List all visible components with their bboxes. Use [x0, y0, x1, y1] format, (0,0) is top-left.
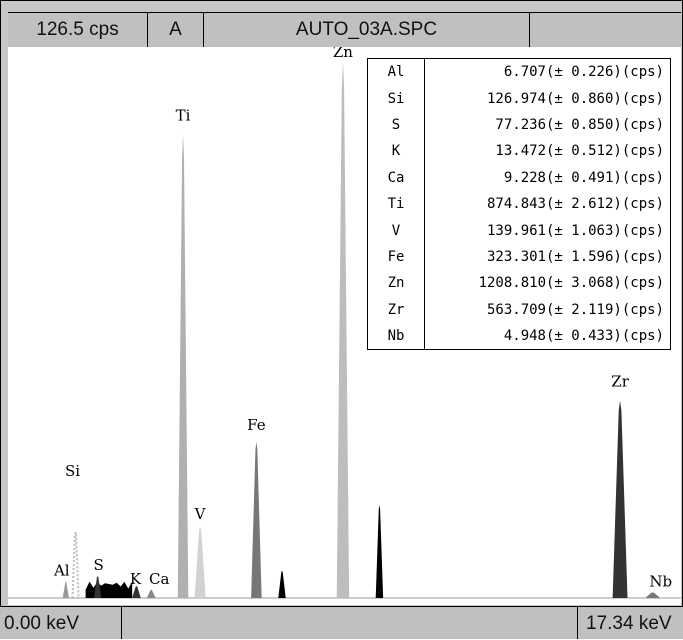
legend-intensity-value: 126.974(± 0.860)(cps)	[486, 90, 664, 107]
peak-label-ca: Ca	[149, 570, 169, 588]
peak-label-k: K	[130, 570, 142, 588]
legend-row-nb: Nb 4.948(± 0.433)(cps)	[367, 322, 671, 350]
legend-row-si: Si 126.974(± 0.860)(cps)	[367, 85, 671, 112]
legend-row-k: K 13.472(± 0.512)(cps)	[367, 138, 671, 165]
max-energy-label: 17.34 keV	[577, 606, 683, 639]
peak-unlabeled-11	[375, 504, 384, 598]
peak-s	[93, 576, 102, 598]
legend-intensity-value: 77.236(± 0.850)(cps)	[495, 116, 664, 133]
peak-al	[62, 581, 69, 598]
peak-ca	[146, 589, 156, 598]
peak-zr	[612, 400, 628, 598]
legend-intensity-value: 323.301(± 1.596)(cps)	[486, 248, 664, 265]
legend-element-symbol: Zr	[367, 296, 425, 323]
count-rate-field: 126.5 cps	[8, 13, 148, 47]
legend-element-symbol: S	[367, 111, 425, 139]
legend-intensity-value: 13.472(± 0.512)(cps)	[495, 143, 664, 160]
peak-label-zn: Zn	[333, 47, 353, 61]
legend-row-fe: Fe 323.301(± 1.596)(cps)	[367, 243, 671, 271]
peak-intensity-table: Al 6.707(± 0.226)(cps) Si 126.974(± 0.860)(…	[367, 58, 671, 351]
peak-label-s: S	[94, 556, 104, 574]
legend-element-symbol: Ti	[367, 190, 425, 218]
peak-ti	[177, 134, 189, 598]
energy-scale-spacer	[122, 606, 577, 639]
peak-nb	[645, 592, 661, 598]
peak-k	[132, 585, 141, 598]
legend-row-v: V 139.961(± 1.063)(cps)	[367, 217, 671, 244]
legend-element-symbol: Zn	[367, 270, 425, 297]
legend-element-symbol: V	[367, 217, 425, 244]
legend-intensity-value: 1208.810(± 3.068)(cps)	[478, 275, 664, 292]
legend-intensity-value: 4.948(± 0.433)(cps)	[503, 328, 664, 345]
peak-zn	[336, 60, 350, 598]
legend-element-symbol: Ca	[367, 164, 425, 191]
legend-intensity-value: 563.709(± 2.119)(cps)	[486, 301, 664, 318]
peak-label-ti: Ti	[176, 106, 191, 124]
legend-row-zn: Zn 1208.810(± 3.068)(cps)	[367, 270, 671, 297]
status-empty-cell	[530, 13, 681, 47]
peak-v	[194, 526, 206, 598]
peak-unlabeled-9	[278, 570, 286, 598]
legend-element-symbol: Al	[367, 58, 425, 86]
energy-scale-bar: 0.00 keV 17.34 keV	[0, 606, 683, 639]
low-energy-background	[85, 581, 133, 598]
peak-label-v: V	[194, 505, 207, 523]
legend-row-ti: Ti 874.843(± 2.612)(cps)	[367, 190, 671, 218]
peak-label-fe: Fe	[247, 416, 266, 434]
peak-label-nb: Nb	[649, 573, 672, 591]
legend-intensity-value: 9.228(± 0.491)(cps)	[503, 169, 664, 186]
legend-row-ca: Ca 9.228(± 0.491)(cps)	[367, 164, 671, 191]
legend-element-symbol: Fe	[367, 243, 425, 271]
legend-intensity-value: 874.843(± 2.612)(cps)	[486, 196, 664, 213]
peak-si	[71, 532, 80, 599]
mode-field: A	[148, 13, 204, 47]
peak-label-zr: Zr	[611, 373, 629, 391]
peak-label-al: Al	[53, 562, 70, 580]
status-bar: 126.5 cps A AUTO_03A.SPC	[8, 12, 681, 48]
legend-element-symbol: Si	[367, 85, 425, 112]
legend-intensity-value: 6.707(± 0.226)(cps)	[503, 64, 664, 81]
legend-element-symbol: Nb	[367, 322, 425, 350]
filename-field: AUTO_03A.SPC	[204, 13, 530, 47]
legend-row-al: Al 6.707(± 0.226)(cps)	[367, 58, 671, 86]
peak-label-si: Si	[65, 462, 80, 480]
legend-row-s: S 77.236(± 0.850)(cps)	[367, 111, 671, 139]
peak-fe	[251, 441, 262, 598]
legend-element-symbol: K	[367, 138, 425, 165]
legend-intensity-value: 139.961(± 1.063)(cps)	[486, 222, 664, 239]
legend-row-zr: Zr 563.709(± 2.119)(cps)	[367, 296, 671, 323]
min-energy-label: 0.00 keV	[0, 606, 122, 639]
